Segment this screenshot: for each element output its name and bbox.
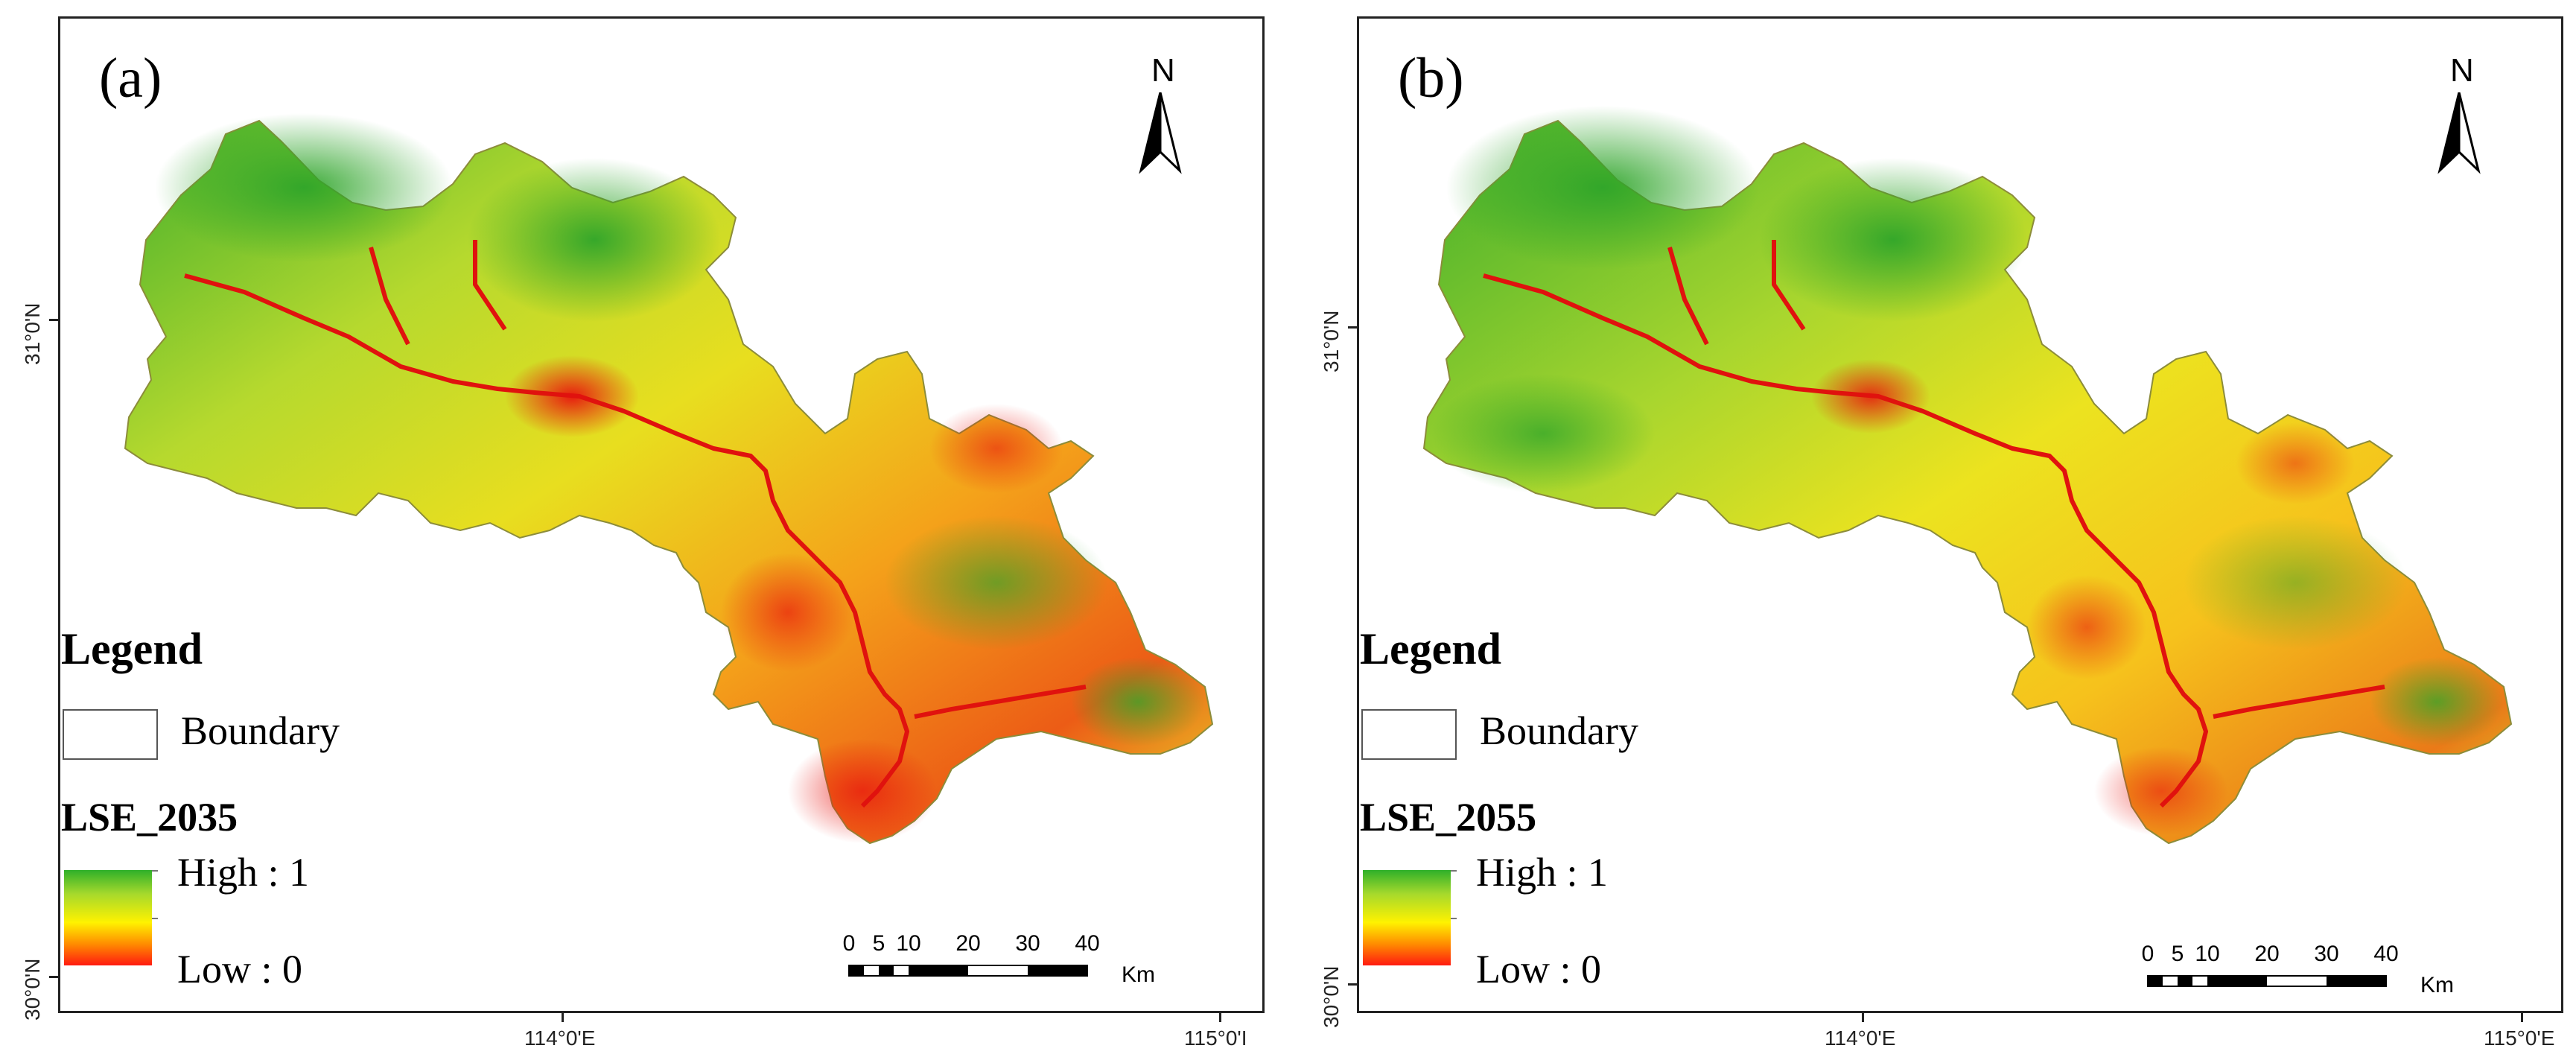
layer-title: LSE_2055 <box>1360 795 1537 840</box>
scale-bar-graphic <box>2147 975 2387 987</box>
scale-tick-label: 0 <box>2141 942 2154 966</box>
north-arrow: N <box>2437 52 2496 179</box>
scale-tick-label: 20 <box>955 931 981 956</box>
lon-tick <box>562 1013 564 1022</box>
scale-units: Km <box>1122 962 1155 987</box>
lat-label-top: 31°0'N <box>21 302 44 365</box>
map-panel-a: (a) N Legend Boundary LSE_2035 High : 1 … <box>58 16 1265 1013</box>
lat-label-top: 31°0'N <box>1320 310 1343 372</box>
ramp-tick-mid <box>152 918 158 919</box>
scale-tick-label: 40 <box>2373 942 2399 966</box>
north-label: N <box>2450 52 2474 89</box>
scale-tick-label: 0 <box>842 931 856 956</box>
boundary-swatch <box>63 709 158 760</box>
north-arrow-icon <box>1139 92 1182 174</box>
layer-title: LSE_2035 <box>61 795 238 840</box>
ramp-tick-high <box>1451 870 1457 872</box>
lat-tick <box>1348 326 1357 329</box>
lat-label-bottom: 30°0'N <box>21 958 44 1021</box>
scale-bar: 0 5 10 20 30 40 Km <box>2141 942 2532 1001</box>
boundary-label: Boundary <box>1480 708 1638 753</box>
scale-tick-label: 10 <box>2195 942 2220 966</box>
lon-label-right: 115°0'E <box>2484 1026 2555 1050</box>
lat-tick <box>1348 983 1357 986</box>
boundary-swatch <box>1361 709 1457 760</box>
lat-tick <box>49 976 58 978</box>
scale-tick-label: 20 <box>2254 942 2280 966</box>
scale-bar-graphic <box>848 965 1088 977</box>
lon-label-right: 115°0'I <box>1184 1026 1247 1050</box>
lat-tick <box>49 319 58 321</box>
scale-tick-label: 5 <box>872 931 885 956</box>
ramp-high-label: High : 1 <box>177 850 310 895</box>
boundary-label: Boundary <box>181 708 340 753</box>
ramp-tick-mid <box>1451 918 1457 919</box>
lon-label-left: 114°0'E <box>1825 1026 1896 1050</box>
panel-label: (a) <box>99 47 162 110</box>
lat-label-bottom: 30°0'N <box>1320 965 1343 1028</box>
scale-bar: 0 5 10 20 30 40 Km <box>842 931 1233 991</box>
lon-tick <box>1862 1013 1864 1022</box>
ramp-tick-high <box>152 870 158 872</box>
scale-tick-label: 30 <box>2314 942 2339 966</box>
ramp-high-label: High : 1 <box>1476 850 1609 895</box>
ramp-low-label: Low : 0 <box>1476 947 1601 991</box>
map-panel-b: (b) N Legend Boundary LSE_2055 High : 1 … <box>1357 16 2563 1013</box>
panel-label: (b) <box>1398 47 1464 110</box>
north-label: N <box>1151 52 1175 89</box>
scale-tick-label: 30 <box>1015 931 1040 956</box>
ramp-low-label: Low : 0 <box>177 947 302 991</box>
legend-title: Legend <box>1360 624 1502 673</box>
color-ramp <box>64 870 152 965</box>
lon-tick <box>1219 1013 1221 1022</box>
map-frame <box>1357 16 2563 1013</box>
study-area-map <box>1423 106 2512 844</box>
lon-label-left: 114°0'E <box>524 1026 596 1050</box>
scale-tick-label: 5 <box>2171 942 2184 966</box>
scale-tick-label: 10 <box>896 931 921 956</box>
north-arrow: N <box>1138 52 1198 179</box>
scale-tick-label: 40 <box>1075 931 1100 956</box>
scale-units: Km <box>2420 973 2454 997</box>
lon-tick <box>2521 1013 2523 1022</box>
study-area-map <box>124 113 1213 844</box>
legend-title: Legend <box>61 624 203 673</box>
map-frame <box>58 16 1265 1013</box>
color-ramp <box>1363 870 1451 965</box>
north-arrow-icon <box>2437 92 2481 174</box>
